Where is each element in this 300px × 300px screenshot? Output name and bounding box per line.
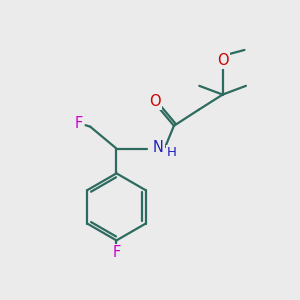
Text: N: N (153, 140, 164, 154)
Text: F: F (75, 116, 83, 131)
Text: O: O (149, 94, 161, 109)
Text: O: O (217, 53, 228, 68)
Text: H: H (167, 146, 177, 159)
Text: F: F (112, 245, 121, 260)
